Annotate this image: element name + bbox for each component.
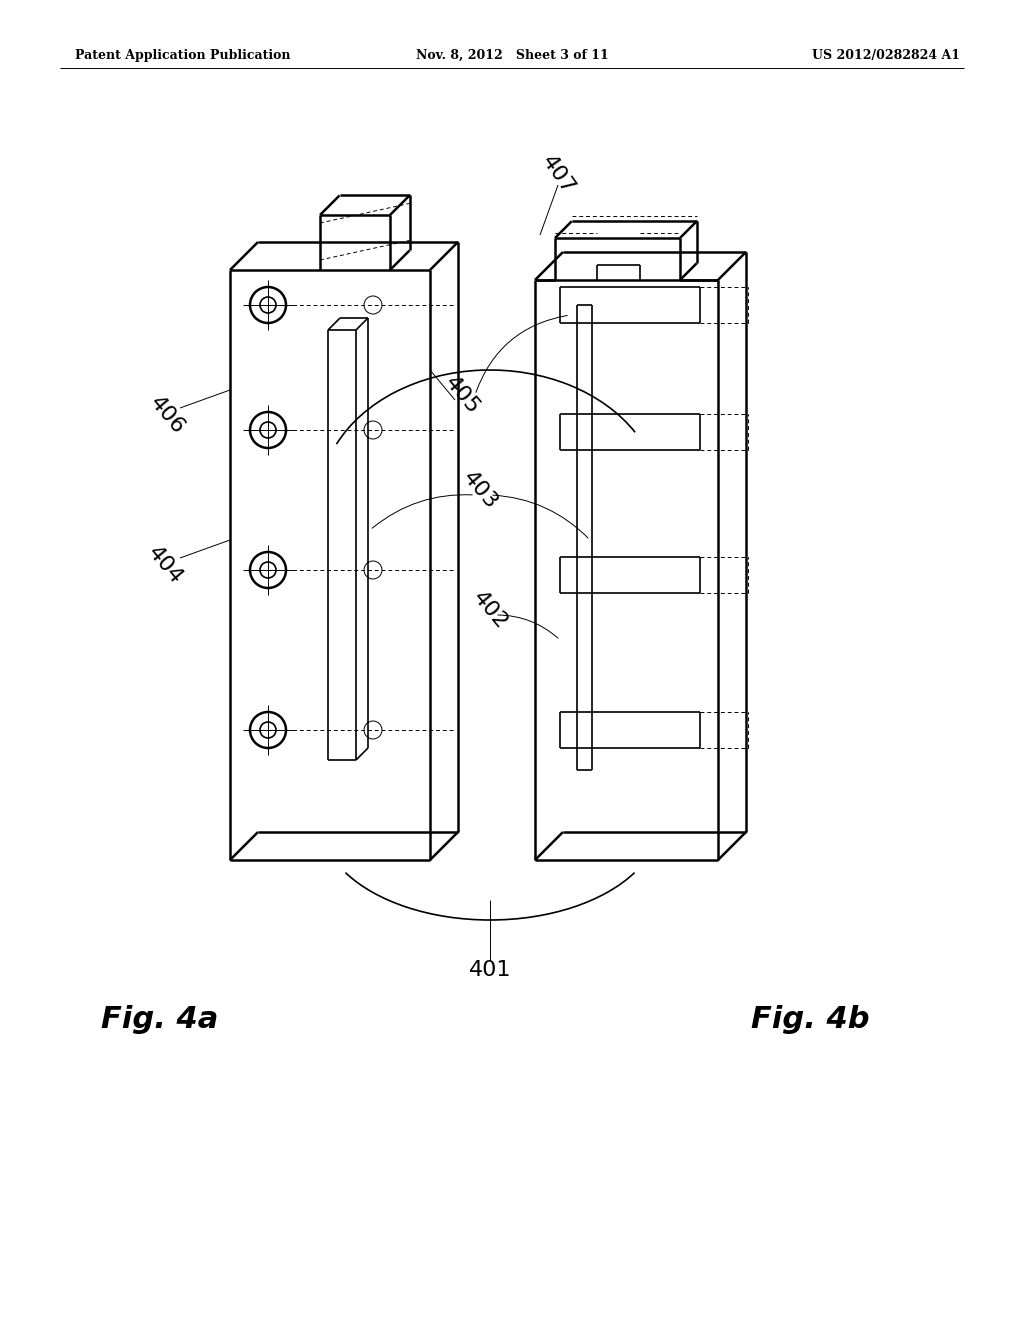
Text: 402: 402: [469, 587, 511, 632]
Text: 404: 404: [143, 543, 186, 587]
Text: 406: 406: [145, 392, 188, 438]
Text: 405: 405: [440, 372, 483, 417]
Text: 407: 407: [538, 152, 579, 198]
Text: US 2012/0282824 A1: US 2012/0282824 A1: [812, 49, 961, 62]
Text: Fig. 4a: Fig. 4a: [101, 1006, 219, 1035]
Text: Nov. 8, 2012   Sheet 3 of 11: Nov. 8, 2012 Sheet 3 of 11: [416, 49, 608, 62]
Text: 403: 403: [459, 467, 502, 512]
Text: 401: 401: [469, 960, 511, 979]
Text: Fig. 4b: Fig. 4b: [751, 1006, 869, 1035]
Text: Patent Application Publication: Patent Application Publication: [75, 49, 291, 62]
